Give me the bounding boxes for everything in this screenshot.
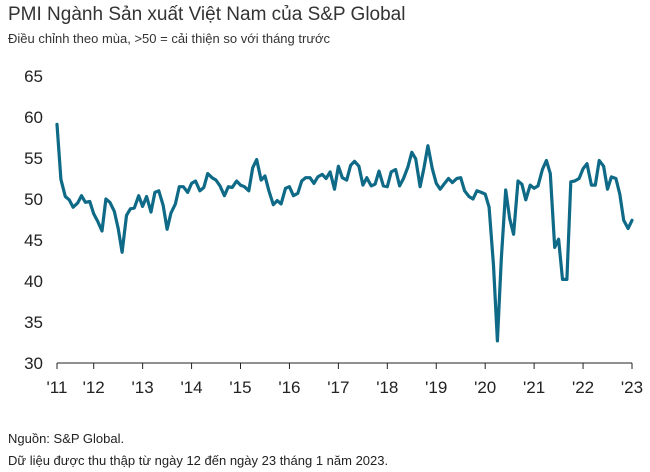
x-tick-label: '15 [229,378,251,397]
source-note: Nguồn: S&P Global. [8,431,125,446]
x-tick-label: '19 [425,378,447,397]
y-tick-label: 50 [24,190,43,209]
y-tick-label: 35 [24,313,43,332]
x-axis: '11 '12 '13 '14 '15 '16 '17 '18 '19 '20 '21 '22 '23 [47,362,643,397]
y-tick-label: 45 [24,231,43,250]
x-tick-label: '20 [474,378,496,397]
x-tick-label: '22 [572,378,594,397]
chart-title: PMI Ngành Sản xuất Việt Nam của S&P Glob… [8,4,406,25]
y-tick-label: 60 [24,108,43,127]
y-tick-label: 30 [24,354,43,373]
x-tick-label: '11 [47,378,68,397]
y-tick-label: 65 [24,67,43,86]
chart-subtitle: Điều chỉnh theo mùa, >50 = cải thiện so … [8,31,331,46]
x-tick-label: '17 [327,378,349,397]
series-layer [55,122,634,343]
y-tick-label: 55 [24,149,43,168]
x-tick-label: '23 [621,378,643,397]
series-line-pmi [55,122,634,343]
y-tick-label: 40 [24,272,43,291]
y-axis-ticks: 30 35 40 45 50 55 60 65 [24,67,43,373]
x-tick-label: '12 [83,378,105,397]
x-tick-label: '16 [278,378,300,397]
x-tick-label: '18 [376,378,398,397]
x-tick-label: '13 [132,378,154,397]
collection-note: Dữ liệu được thu thập từ ngày 12 đến ngà… [8,453,389,468]
x-tick-label: '21 [523,378,545,397]
x-tick-label: '14 [180,378,202,397]
